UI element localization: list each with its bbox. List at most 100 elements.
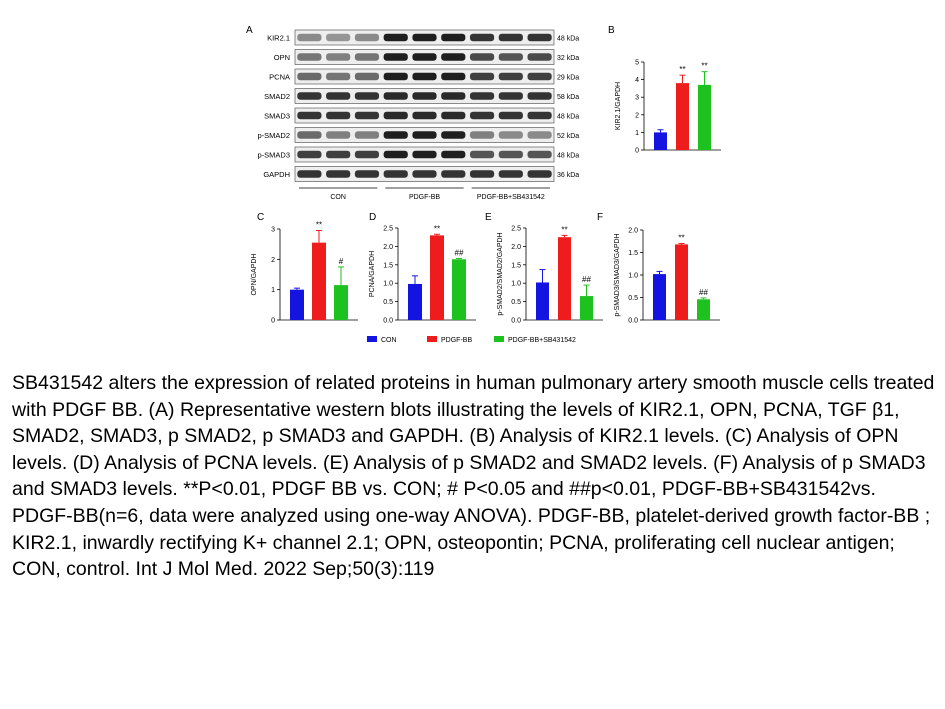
blot-band: [354, 111, 380, 120]
y-tick-label: 0.5: [628, 295, 638, 302]
legend-label: CON: [381, 337, 397, 344]
y-tick-label: 1.0: [628, 273, 638, 280]
blot-band: [498, 111, 523, 120]
blot-band: [354, 131, 380, 139]
blot-band: [527, 53, 552, 61]
y-axis-label: PCNA/GAPDH: [369, 251, 376, 297]
blot-size-label: 48 kDa: [557, 36, 579, 43]
blot-row-label: OPN: [274, 53, 290, 62]
y-tick-label: 3: [271, 227, 275, 234]
blot-band: [354, 53, 380, 61]
significance-label: **: [561, 225, 567, 234]
blot-band: [326, 92, 351, 100]
significance-label: **: [701, 62, 707, 71]
blot-band: [527, 33, 552, 42]
y-tick-label: 2: [271, 257, 275, 264]
bar: [697, 299, 710, 320]
significance-label: ##: [582, 275, 591, 284]
bar: [290, 289, 304, 320]
y-tick-label: 0.5: [511, 299, 521, 306]
blot-band: [412, 150, 437, 159]
figure: A KIR2.1 48 kDa OPN 32 kDa PCNA 29 kDa SMAD2 58 …: [246, 25, 721, 344]
blot-band: [297, 92, 322, 100]
legend-swatch: [427, 336, 437, 342]
blot-size-label: 52 kDa: [557, 133, 579, 140]
bar: [675, 244, 688, 320]
y-tick-label: 4: [635, 77, 639, 84]
blot-band: [326, 131, 351, 139]
blot-band: [441, 150, 466, 159]
blot-band: [412, 131, 437, 139]
chart-f: F 0.0 0.5 1.0 1.5 2.0 p-SMAD3/SMAD3/GAPDH ** ##: [597, 212, 720, 325]
y-tick-label: 0.0: [511, 318, 521, 325]
blot-band: [354, 33, 380, 42]
y-tick-label: 1.0: [511, 281, 521, 288]
significance-label: **: [434, 224, 440, 233]
significance-label: **: [679, 65, 685, 74]
blot-band: [527, 72, 552, 81]
blot-band: [527, 150, 552, 159]
blot-band: [326, 72, 351, 81]
y-axis-label: p-SMAD2/SMAD2/GAPDH: [497, 232, 504, 315]
blot-band: [441, 72, 466, 81]
blot-band: [498, 53, 523, 61]
y-tick-label: 2.5: [383, 226, 393, 233]
bar: [536, 282, 549, 320]
blot-band: [383, 53, 408, 61]
blot-row-label: p-SMAD3: [257, 151, 290, 160]
blot-size-label: 48 kDa: [557, 153, 579, 160]
chart-d: D 0.0 0.5 1.0 1.5 2.0 2.5 PCNA/GAPDH ** ##: [369, 212, 476, 325]
panel-letter: E: [485, 212, 492, 223]
y-axis-label: KIR2.1/GAPDH: [615, 82, 622, 130]
y-tick-label: 0: [271, 318, 275, 325]
blot-row-label: SMAD2: [264, 92, 290, 101]
blot-row-label: p-SMAD2: [257, 131, 290, 140]
chart-e: E 0.0 0.5 1.0 1.5 2.0 2.5 p-SMAD2/SMAD2/GAPDH **…: [485, 212, 603, 325]
blot-band: [469, 131, 495, 139]
blot-band: [326, 170, 351, 178]
bar: [558, 237, 571, 320]
blot-band: [441, 170, 466, 178]
blot-band: [383, 92, 408, 100]
blot-band: [469, 72, 495, 81]
y-tick-label: 0.0: [383, 318, 393, 325]
y-tick-label: 2.5: [511, 226, 521, 233]
panel-letter-a: A: [246, 25, 253, 36]
bar: [452, 259, 466, 320]
blot-band: [527, 92, 552, 100]
blot-band: [498, 72, 523, 81]
blot-band: [412, 53, 437, 61]
blot-band: [469, 170, 495, 178]
y-tick-label: 2: [635, 112, 639, 119]
blot-band: [412, 72, 437, 81]
blot-band: [383, 33, 408, 42]
chart-c: C 0 1 2 3 OPN/GAPDH ** #: [251, 212, 358, 325]
panel-letter: B: [608, 25, 615, 36]
bar: [580, 296, 593, 320]
bar: [430, 235, 444, 320]
y-tick-label: 1.5: [383, 262, 393, 269]
blot-band: [383, 170, 408, 178]
blot-band: [412, 92, 437, 100]
blot-band: [383, 111, 408, 120]
legend-swatch: [494, 336, 504, 342]
blot-band: [297, 53, 322, 61]
bar: [698, 84, 711, 150]
blot-band: [498, 150, 523, 159]
blot-band: [469, 92, 495, 100]
blot-band: [498, 92, 523, 100]
significance-label: ##: [699, 288, 708, 297]
blot-band: [469, 150, 495, 159]
blot-row-label: KIR2.1: [267, 34, 290, 43]
blot-row-label: GAPDH: [263, 170, 290, 179]
blot-band: [412, 111, 437, 120]
blot-band: [498, 33, 523, 42]
blot-band: [297, 111, 322, 120]
y-tick-label: 2.0: [628, 228, 638, 235]
y-tick-label: 1.5: [628, 250, 638, 257]
blot-band: [469, 111, 495, 120]
blot-size-label: 48 kDa: [557, 114, 579, 121]
blot-size-label: 32 kDa: [557, 55, 579, 62]
blot-band: [412, 33, 437, 42]
legend-label: PDGF-BB+SB431542: [508, 337, 576, 344]
